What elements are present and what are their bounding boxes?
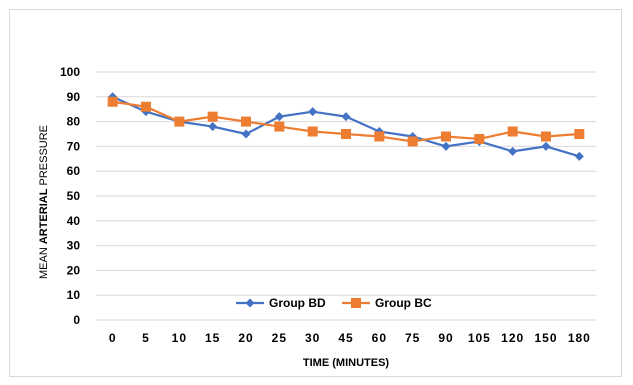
- series-group-bc: [107, 96, 585, 147]
- x-tick-label: 120: [501, 331, 524, 345]
- chart-frame: [9, 9, 622, 377]
- gridlines: [96, 71, 596, 321]
- legend-item: Group BC: [342, 296, 432, 310]
- data-point: [508, 146, 518, 156]
- legend: Group BD Group BC: [236, 296, 432, 310]
- y-tick-label: 30: [67, 239, 81, 253]
- x-tick-label: 5: [142, 331, 150, 345]
- y-tick-label: 100: [60, 65, 80, 79]
- x-tick-label: 0: [109, 331, 117, 345]
- y-tick-label: 80: [67, 115, 81, 129]
- x-tick-label: 10: [172, 331, 187, 345]
- y-tick-label: 70: [67, 139, 81, 153]
- x-tick-label: 45: [338, 331, 353, 345]
- legend-label: Group BC: [375, 296, 432, 310]
- x-tick-label: 60: [372, 331, 387, 345]
- data-point: [207, 111, 218, 122]
- data-point: [341, 129, 351, 139]
- x-tick-label: 180: [568, 331, 591, 345]
- legend-item: Group BD: [236, 296, 326, 310]
- data-point: [174, 116, 185, 127]
- legend-label: Group BD: [269, 296, 326, 310]
- x-tick-label: 30: [305, 331, 320, 345]
- data-point: [441, 131, 451, 142]
- legend-marker: [245, 298, 255, 308]
- y-tick-label: 10: [67, 288, 81, 302]
- data-point: [141, 101, 151, 112]
- data-point: [107, 96, 118, 107]
- data-point: [574, 129, 585, 139]
- y-tick-label: 20: [67, 263, 81, 277]
- data-point: [208, 122, 218, 132]
- y-axis-title-part: MEAN: [38, 244, 50, 279]
- data-point: [574, 151, 584, 161]
- x-tick-label: 20: [238, 331, 253, 345]
- data-point: [241, 129, 251, 139]
- data-point: [541, 131, 551, 142]
- data-point: [241, 116, 251, 127]
- data-point: [541, 141, 551, 151]
- x-tick-label: 90: [438, 331, 453, 345]
- y-tick-label: 60: [67, 164, 81, 178]
- x-tick-labels: 0 5 10 15 20 25 30 45 60 75 90 105 120 150 180: [109, 331, 591, 345]
- y-axis-title-part: PRESSURE: [38, 125, 50, 189]
- data-point: [474, 133, 485, 144]
- y-tick-label: 90: [67, 90, 81, 104]
- data-point: [308, 107, 318, 117]
- x-axis-title: TIME (MINUTES): [303, 357, 389, 369]
- x-tick-label: 15: [205, 331, 220, 345]
- data-point: [507, 126, 518, 137]
- x-tick-label: 25: [272, 331, 287, 345]
- data-point: [407, 136, 418, 147]
- y-axis-title-part: ARTERIAL: [38, 188, 50, 244]
- series-layer: [107, 92, 585, 161]
- x-tick-label: 75: [405, 331, 420, 345]
- legend-marker: [351, 298, 361, 308]
- data-point: [441, 141, 451, 151]
- y-axis-title: MEAN ARTERIAL PRESSURE: [38, 125, 50, 279]
- y-tick-label: 50: [67, 189, 81, 203]
- x-tick-label: 105: [468, 331, 491, 345]
- data-point: [274, 121, 285, 132]
- data-point: [307, 126, 318, 137]
- y-tick-labels: 0 10 20 30 40 50 60 70 80 90 100: [60, 65, 80, 327]
- data-point: [341, 112, 351, 122]
- y-tick-label: 40: [67, 214, 81, 228]
- y-tick-label: 0: [73, 313, 80, 327]
- x-tick-label: 150: [534, 331, 557, 345]
- data-point: [274, 112, 284, 122]
- data-point: [374, 131, 385, 142]
